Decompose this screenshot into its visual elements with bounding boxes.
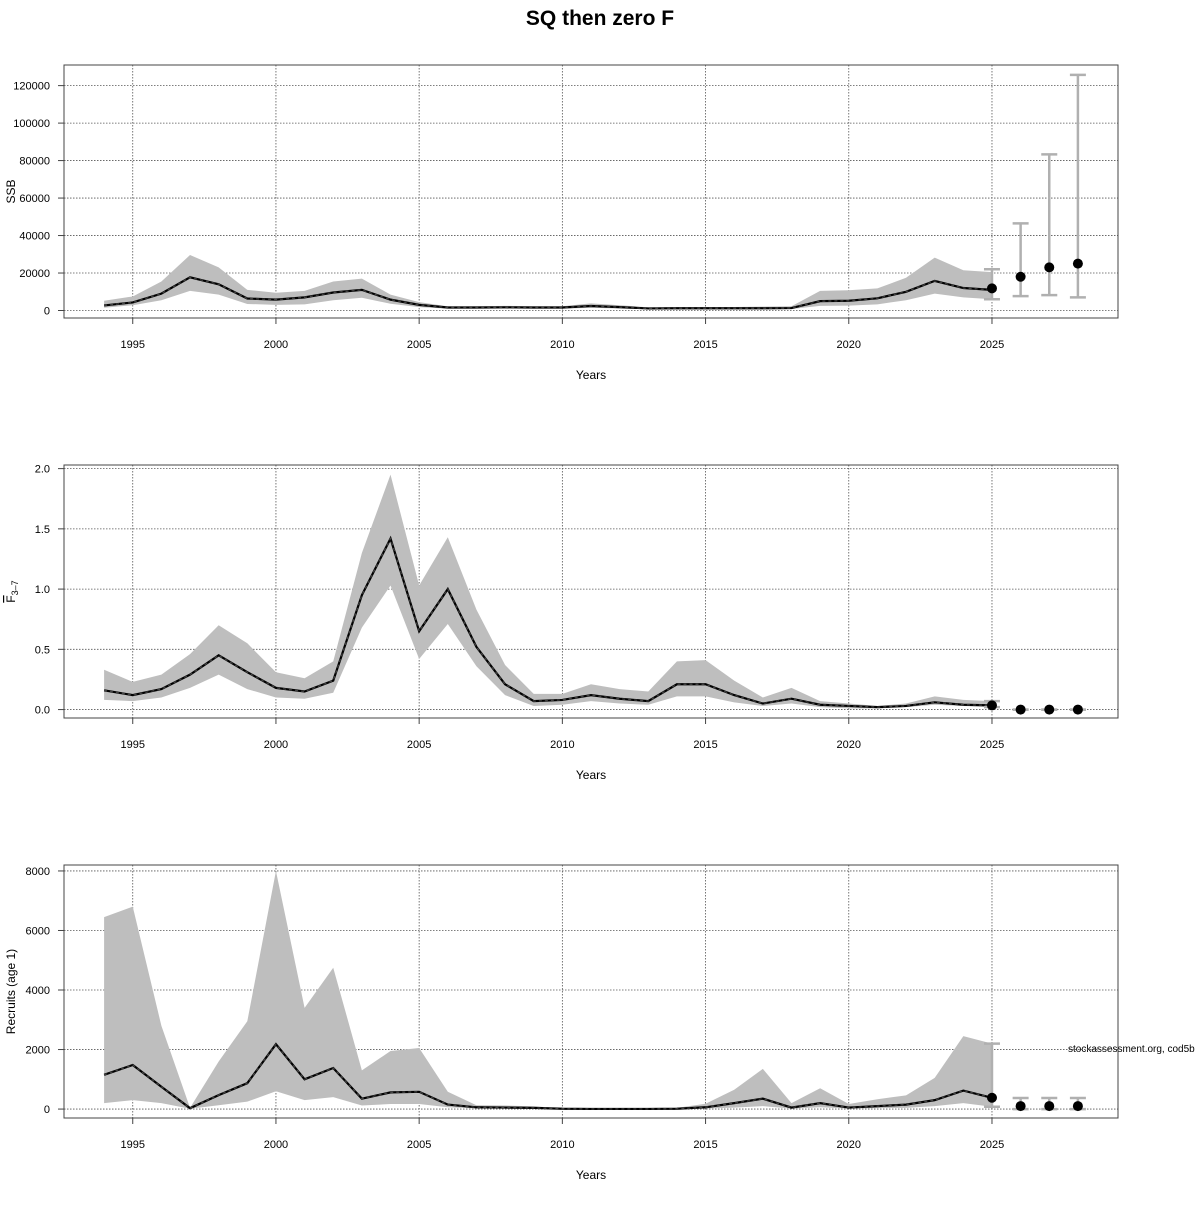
confidence-band	[104, 870, 992, 1110]
x-tick-label: 2025	[980, 739, 1004, 751]
y-tick-label: 120000	[13, 81, 50, 93]
x-tick-label: 2010	[550, 1139, 574, 1151]
x-tick-label: 1995	[120, 739, 144, 751]
x-tick-label: 2000	[264, 739, 288, 751]
projection-point	[986, 700, 997, 711]
y-tick-label: 2000	[26, 1045, 50, 1057]
estimate-line-dashed	[103, 536, 992, 708]
projection-point	[1044, 262, 1055, 273]
x-tick-label: 2020	[837, 1139, 861, 1151]
plot-frame	[63, 464, 1119, 719]
plot-frame	[63, 864, 1119, 1119]
y-tick-label: 1.5	[35, 524, 50, 536]
x-tick-label: 2020	[837, 339, 861, 351]
projection-point	[1072, 704, 1083, 715]
x-tick-label: 2005	[407, 1139, 431, 1151]
x-tick-label: 2005	[407, 739, 431, 751]
y-axis-label-subscript: 3–7	[10, 580, 20, 595]
y-axis-label: Recruits (age 1)	[4, 949, 18, 1034]
x-tick-label: 2015	[693, 1139, 717, 1151]
y-tick-label: 40000	[19, 231, 50, 243]
y-tick-label: 20000	[19, 268, 50, 280]
confidence-band	[104, 474, 992, 709]
x-tick-label: 2025	[980, 339, 1004, 351]
x-axis-label: Years	[576, 368, 606, 382]
x-axis-label: Years	[576, 1168, 606, 1182]
projection-point	[1044, 704, 1055, 715]
y-tick-label: 60000	[19, 193, 50, 205]
y-tick-label: 4000	[26, 985, 50, 997]
estimate-line-dashed	[104, 276, 993, 310]
chart-title: SQ then zero F	[526, 7, 674, 30]
y-tick-label: 80000	[19, 156, 50, 168]
x-tick-label: 2005	[407, 339, 431, 351]
watermark: stockassessment.org, cod5b	[1068, 1044, 1195, 1055]
x-tick-label: 2000	[264, 1139, 288, 1151]
x-tick-label: 1995	[120, 1139, 144, 1151]
projection-point	[1015, 271, 1026, 282]
y-axis-label-main: Recruits (age 1)	[4, 949, 18, 1034]
y-tick-label: 8000	[26, 866, 50, 878]
panel-1: 1995 2000 2005 2010 2015 2020 2025 0 20000 40000 6…	[4, 64, 1119, 382]
projection-point	[1072, 1101, 1083, 1112]
projection-point	[1044, 1101, 1055, 1112]
x-axis-label: Years	[576, 768, 606, 782]
x-tick-label: 1995	[120, 339, 144, 351]
plot-frame	[63, 64, 1119, 319]
x-tick-label: 2015	[693, 739, 717, 751]
x-tick-label: 2015	[693, 339, 717, 351]
y-axis-label: SSB	[4, 179, 18, 203]
x-tick-label: 2010	[550, 339, 574, 351]
estimate-line	[103, 1042, 993, 1111]
y-axis-label-main: SSB	[4, 179, 18, 203]
y-axis-label: F3–7	[4, 580, 20, 602]
y-tick-label: 1.0	[35, 584, 50, 596]
x-tick-label: 2020	[837, 739, 861, 751]
y-tick-label: 0	[44, 306, 50, 318]
projection-point	[1015, 1101, 1026, 1112]
y-tick-label: 2.0	[35, 464, 50, 476]
y-tick-label: 100000	[13, 118, 50, 130]
x-tick-label: 2010	[550, 739, 574, 751]
confidence-band	[104, 255, 992, 310]
projection-point	[986, 1092, 997, 1103]
y-tick-label: 6000	[26, 925, 50, 937]
x-tick-label: 2000	[264, 339, 288, 351]
x-tick-label: 2025	[980, 1139, 1004, 1151]
y-tick-label: 0	[44, 1104, 50, 1116]
projection-point	[1072, 258, 1083, 269]
y-tick-label: 0.5	[35, 644, 50, 656]
y-tick-label: 0.0	[35, 705, 50, 717]
panel-2: 1995 2000 2005 2010 2015 2020 2025 0.0 0.5 1.0 1.5…	[4, 464, 1119, 782]
projection-point	[1015, 704, 1026, 715]
projection-point	[986, 283, 997, 294]
panel-3: 1995 2000 2005 2010 2015 2020 2025 0 2000 4000 600…	[4, 864, 1119, 1182]
y-axis-label-main: F	[4, 595, 18, 602]
